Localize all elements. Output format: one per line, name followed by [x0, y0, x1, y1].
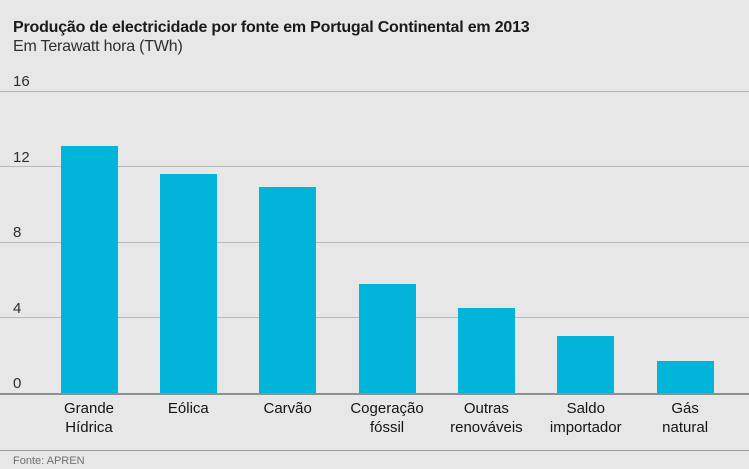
x-axis-category-label: Cogeração fóssil [350, 400, 424, 436]
y-axis-tick-label-4: 4 [13, 299, 22, 317]
x-axis-category-label: Saldo importador [549, 400, 622, 436]
bar-carv-o [259, 187, 317, 394]
chart-title: Produção de electricidade por fonte em P… [13, 19, 530, 36]
source-note: Fonte: APREN [13, 455, 85, 467]
y-axis-tick-label-16: 16 [13, 73, 30, 90]
footer-divider [0, 450, 749, 451]
x-axis-category-label: Grande Hídrica [63, 400, 115, 436]
y-axis-tick-label-8: 8 [13, 224, 22, 241]
bar-cogera-o-f-ssil [358, 283, 416, 394]
bar-grande-h-drica [60, 145, 118, 394]
x-axis-category-label: Carvão [263, 400, 312, 417]
bar-e-lica [159, 174, 217, 394]
gridline-y-12 [0, 166, 749, 167]
bar-g-s-natural [656, 360, 714, 394]
gridline-y-8 [0, 241, 749, 243]
x-axis-category-label: Eólica [167, 400, 209, 417]
chart-subtitle: Em Terawatt hora (TWh) [13, 38, 183, 55]
bar-saldo-importador [557, 336, 615, 394]
x-axis-baseline [0, 392, 749, 395]
x-axis-category-label: Gás natural [662, 400, 709, 436]
y-axis-tick-label-12: 12 [13, 148, 30, 166]
gridline-y-16 [0, 90, 749, 92]
bar-outras-renov-veis [457, 308, 515, 394]
y-axis-tick-label-0: 0 [13, 375, 22, 392]
x-axis-category-label: Outras renováveis [450, 400, 523, 436]
